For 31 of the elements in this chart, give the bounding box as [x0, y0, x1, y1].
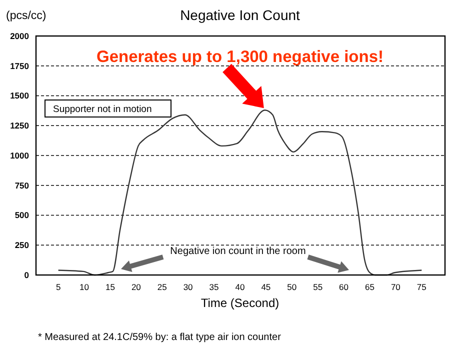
y-tick-label: 250	[14, 240, 30, 250]
y-tick-label: 1000	[10, 150, 30, 160]
x-tick-label: 20	[131, 282, 142, 292]
x-tick-label: 50	[287, 282, 297, 292]
y-axis-title: (pcs/cc)	[6, 10, 46, 22]
y-tick-label: 500	[14, 210, 30, 220]
y-tick-label: 1250	[10, 120, 30, 131]
annotation: Negative ion count in the room	[170, 246, 306, 257]
x-tick-label: 60	[339, 282, 349, 292]
text: * Measured at 24.1C/59% by: a flat type air ion counter	[38, 332, 282, 343]
x-tick-label: 5	[56, 282, 61, 292]
x-tick-label: 55	[313, 282, 323, 292]
y-tick-label: 2000	[10, 30, 30, 41]
y-tick-label: 1500	[10, 90, 30, 101]
x-tick-label: 35	[209, 282, 220, 292]
x-tick-label: 70	[390, 282, 401, 292]
x-tick-label: 25	[157, 282, 168, 292]
x-tick-label: 45	[261, 282, 271, 292]
y-tick-label: 750	[14, 180, 30, 190]
x-tick-label: 40	[235, 282, 245, 292]
annotation: Supporter not in motion	[53, 104, 152, 115]
chart-title: Negative Ion Count	[180, 7, 300, 23]
annotation: Generates up to 1,300 negative ions!	[96, 48, 384, 66]
y-tick-label: 0	[24, 270, 30, 280]
x-tick-label: 75	[416, 282, 427, 292]
x-tick-label: 15	[105, 282, 116, 292]
x-axis-title: Time (Second)	[200, 296, 280, 310]
x-tick-label: 10	[80, 282, 90, 292]
x-tick-label: 30	[183, 282, 194, 292]
x-tick-label: 65	[365, 282, 375, 292]
y-tick-label: 1750	[10, 60, 30, 71]
